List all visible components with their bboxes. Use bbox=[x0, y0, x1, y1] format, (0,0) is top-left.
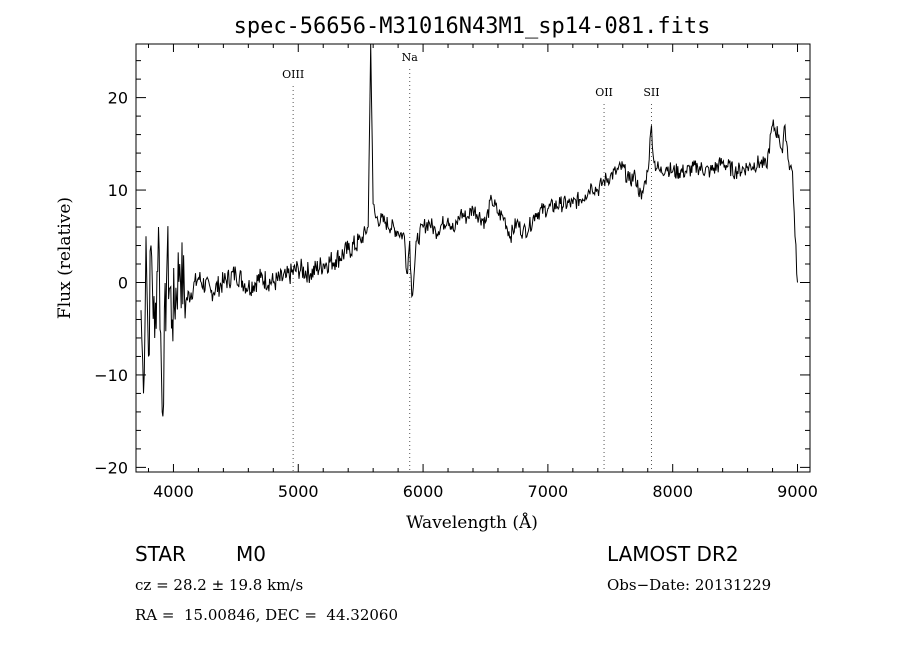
chart-title: spec-56656-M31016N43M1_sp14-081.fits bbox=[234, 14, 711, 39]
x-tick-label: 4000 bbox=[153, 482, 194, 501]
x-tick-label: 6000 bbox=[403, 482, 444, 501]
x-tick-label: 8000 bbox=[652, 482, 693, 501]
survey-name: LAMOST DR2 bbox=[607, 542, 739, 566]
axis-ticks: 4000 5000 6000 7000 8000 9000 −20 −10 0 10 20 bbox=[94, 44, 818, 501]
y-tick-label: 0 bbox=[118, 273, 128, 292]
y-tick-label: −20 bbox=[94, 458, 128, 477]
spectral-line-markers: OIII Na OII SII bbox=[282, 51, 660, 472]
plot-frame bbox=[135, 43, 811, 473]
object-class: STAR bbox=[135, 542, 186, 566]
observation-date: Obs−Date: 20131229 bbox=[607, 576, 772, 594]
object-subclass: M0 bbox=[236, 542, 266, 566]
y-tick-label: 20 bbox=[108, 89, 128, 108]
line-marker-label: SII bbox=[643, 86, 659, 99]
spectrum-line bbox=[140, 43, 798, 417]
y-axis-label: Flux (relative) bbox=[55, 197, 75, 319]
x-tick-label: 9000 bbox=[777, 482, 818, 501]
y-tick-label: 10 bbox=[108, 181, 128, 200]
x-tick-label: 5000 bbox=[278, 482, 319, 501]
redshift-cz: cz = 28.2 ± 19.8 km/s bbox=[135, 576, 304, 594]
coordinates: RA = 15.00846, DEC = 44.32060 bbox=[135, 606, 399, 624]
x-tick-label: 7000 bbox=[528, 482, 569, 501]
x-axis-label: Wavelength (Å) bbox=[406, 512, 538, 533]
line-marker-label: OIII bbox=[282, 68, 304, 81]
line-marker-label: OII bbox=[595, 86, 613, 99]
y-tick-label: −10 bbox=[94, 366, 128, 385]
line-marker-label: Na bbox=[402, 51, 419, 64]
